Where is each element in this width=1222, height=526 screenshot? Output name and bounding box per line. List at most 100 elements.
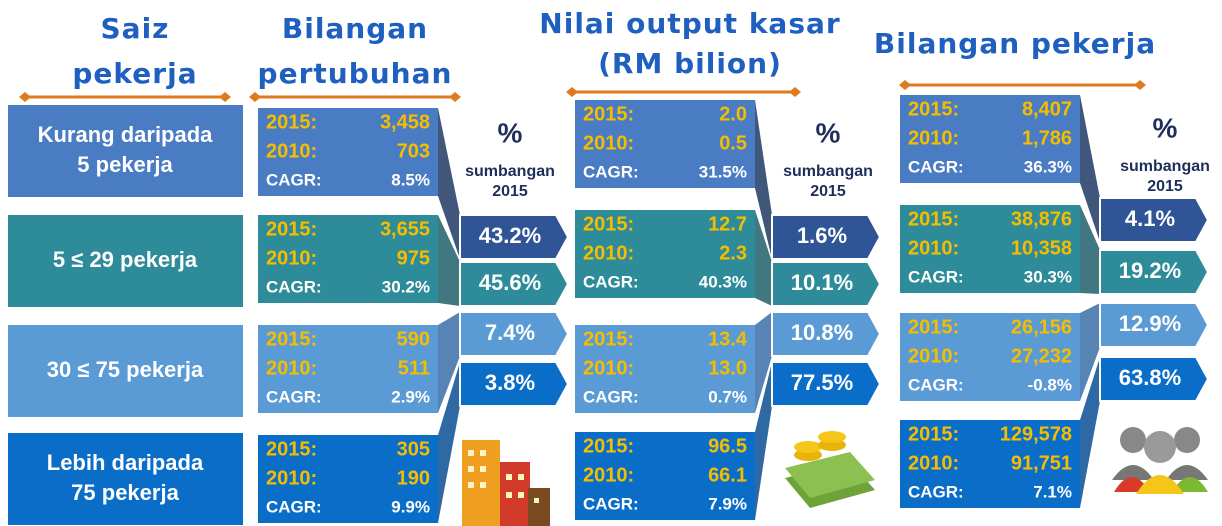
share-label: sumbangan — [465, 163, 555, 180]
block-value: 2.0 — [719, 103, 747, 125]
underline-diamond — [449, 92, 461, 102]
flow-ribbon — [438, 108, 460, 259]
block-value: 703 — [397, 140, 430, 162]
block-label: CAGR: — [908, 482, 964, 501]
flow-ribbon — [438, 215, 460, 306]
share-label: sumbangan — [1120, 158, 1210, 175]
share-arrow — [459, 311, 570, 357]
block-value: 0.7% — [708, 387, 747, 406]
block-label: 2015: — [908, 208, 959, 230]
block-label: 2015: — [908, 423, 959, 445]
block-label: CAGR: — [583, 494, 639, 513]
data-block — [258, 325, 438, 413]
block-value: 12.7 — [708, 213, 747, 235]
share-label: 2015 — [810, 183, 846, 200]
block-value: 590 — [397, 328, 430, 350]
share-symbol: % — [816, 117, 841, 148]
share-value: 4.1% — [1125, 206, 1175, 231]
block-label: CAGR: — [908, 157, 964, 176]
block-label: 2010: — [583, 242, 634, 264]
block-value: 10,358 — [1011, 237, 1072, 259]
block-label: 2015: — [583, 213, 634, 235]
block-value: 91,751 — [1011, 452, 1072, 474]
data-block — [258, 215, 438, 303]
block-label: 2010: — [908, 452, 959, 474]
data-block — [575, 325, 755, 413]
block-value: 26,156 — [1011, 316, 1072, 338]
block-label: 2010: — [266, 467, 317, 489]
share-value: 43.2% — [479, 223, 541, 248]
block-value: 305 — [397, 438, 430, 460]
data-block — [258, 108, 438, 196]
block-value: 975 — [397, 247, 430, 269]
data-block — [258, 435, 438, 523]
share-arrow — [1099, 249, 1210, 295]
block-label: CAGR: — [583, 387, 639, 406]
share-value: 77.5% — [791, 370, 853, 395]
block-label: 2015: — [583, 328, 634, 350]
block-label: 2010: — [266, 357, 317, 379]
block-value: 40.3% — [699, 272, 747, 291]
block-value: 8,407 — [1022, 98, 1072, 120]
block-label: 2010: — [583, 464, 634, 486]
block-value: 30.2% — [382, 277, 430, 296]
size-label: 30 ≤ 75 pekerja — [47, 357, 204, 382]
flow-ribbon — [1080, 95, 1100, 242]
block-value: 96.5 — [708, 435, 747, 457]
block-value: 38,876 — [1011, 208, 1072, 230]
block-value: -0.8% — [1028, 375, 1072, 394]
flow-ribbon — [755, 100, 772, 259]
block-label: 2010: — [583, 357, 634, 379]
underline-diamond — [899, 80, 911, 90]
block-label: CAGR: — [908, 375, 964, 394]
block-value: 129,578 — [1000, 423, 1072, 445]
flow-ribbon — [1080, 205, 1100, 294]
underline-diamond — [19, 92, 31, 102]
block-value: 9.9% — [391, 497, 430, 516]
share-value: 63.8% — [1119, 365, 1181, 390]
share-arrow — [771, 311, 882, 357]
block-label: 2015: — [266, 111, 317, 133]
share-value: 45.6% — [479, 270, 541, 295]
data-block — [575, 100, 755, 188]
share-value: 3.8% — [485, 370, 535, 395]
column-header: Bilangan pekerja — [874, 27, 1156, 60]
size-label: 5 pekerja — [77, 152, 173, 177]
share-label: 2015 — [492, 183, 528, 200]
data-block — [900, 313, 1080, 401]
share-arrow — [771, 261, 882, 307]
data-block — [575, 432, 755, 520]
flow-ribbon — [755, 362, 772, 520]
block-value: 30.3% — [1024, 267, 1072, 286]
block-label: 2015: — [908, 316, 959, 338]
share-arrow — [771, 214, 882, 260]
data-block — [900, 420, 1080, 508]
block-value: 3,655 — [380, 218, 430, 240]
block-value: 0.5 — [719, 132, 747, 154]
block-label: 2010: — [266, 140, 317, 162]
block-value: 2.3 — [719, 242, 747, 264]
block-value: 31.5% — [699, 162, 747, 181]
building-icon — [462, 440, 550, 526]
size-label: Lebih daripada — [47, 450, 204, 475]
block-label: CAGR: — [583, 272, 639, 291]
people-icon — [1112, 427, 1208, 494]
share-arrow — [459, 214, 570, 260]
share-value: 10.8% — [791, 320, 853, 345]
share-arrow — [1099, 197, 1210, 243]
block-label: 2010: — [266, 247, 317, 269]
column-header: Nilai output kasar — [539, 7, 840, 40]
block-value: 13.4 — [708, 328, 748, 350]
underline-diamond — [249, 92, 261, 102]
share-value: 10.1% — [791, 270, 853, 295]
block-label: 2015: — [266, 218, 317, 240]
block-value: 7.9% — [708, 494, 747, 513]
share-value: 1.6% — [797, 223, 847, 248]
block-value: 2.9% — [391, 387, 430, 406]
block-value: 8.5% — [391, 170, 430, 189]
underline-diamond — [789, 87, 801, 97]
share-arrow — [771, 361, 882, 407]
data-block — [575, 210, 755, 298]
underline-diamond — [219, 92, 231, 102]
